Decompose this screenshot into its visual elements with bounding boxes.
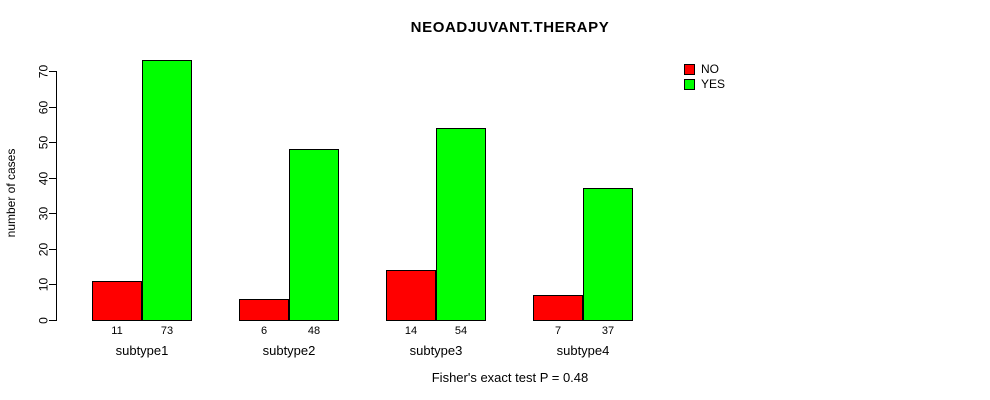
bar-no-subtype2 <box>239 299 289 321</box>
category-label-subtype4: subtype4 <box>556 343 610 358</box>
y-tick <box>49 107 56 108</box>
legend-row-yes: YES <box>684 77 725 91</box>
bar-yes-subtype1 <box>142 60 192 321</box>
y-tick-label: 70 <box>36 64 51 79</box>
bar-no-subtype3 <box>386 270 436 321</box>
bar-value-label: 7 <box>554 325 562 337</box>
legend-label-yes: YES <box>701 77 726 91</box>
y-tick-label: 30 <box>36 206 51 221</box>
bar-value-label: 6 <box>260 325 268 337</box>
bar-no-subtype4 <box>533 295 583 321</box>
legend-row-no: NO <box>684 62 725 76</box>
y-tick-label: 50 <box>36 135 51 150</box>
y-tick-label: 10 <box>36 277 51 292</box>
y-tick <box>49 71 56 72</box>
y-tick <box>49 142 56 143</box>
bar-no-subtype1 <box>92 281 142 321</box>
y-tick <box>49 284 56 285</box>
y-tick-label: 0 <box>36 317 51 324</box>
bar-value-label: 37 <box>601 325 615 337</box>
bar-yes-subtype2 <box>289 149 339 321</box>
bar-value-label: 11 <box>111 325 123 337</box>
category-label-subtype3: subtype3 <box>409 343 463 358</box>
y-axis-line <box>56 71 57 321</box>
legend: NO YES <box>684 62 725 92</box>
y-tick <box>49 178 56 179</box>
bar-value-label: 14 <box>404 325 418 337</box>
legend-swatch-yes <box>684 78 695 90</box>
bar-yes-subtype4 <box>583 188 633 321</box>
y-tick <box>49 249 56 250</box>
bar-value-label: 48 <box>307 325 321 337</box>
y-tick-label: 20 <box>36 242 51 257</box>
category-label-subtype2: subtype2 <box>262 343 316 358</box>
legend-swatch-no <box>684 63 695 75</box>
y-tick <box>49 320 56 321</box>
bar-value-label: 54 <box>454 325 468 337</box>
y-tick-label: 40 <box>36 171 51 186</box>
y-tick <box>49 213 56 214</box>
y-tick-label: 60 <box>36 100 51 115</box>
legend-label-no: NO <box>701 62 719 76</box>
caption: Fisher's exact test P = 0.48 <box>431 370 589 385</box>
category-label-subtype1: subtype1 <box>115 343 169 358</box>
bar-value-label: 73 <box>160 325 174 337</box>
chart-title: NEOADJUVANT.THERAPY <box>410 19 610 36</box>
bar-yes-subtype3 <box>436 128 486 321</box>
